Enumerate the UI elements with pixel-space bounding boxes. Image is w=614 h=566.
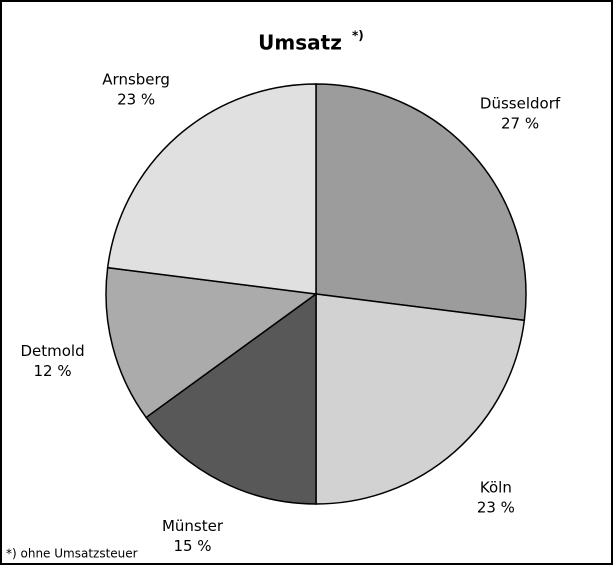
slice-label: Arnsberg xyxy=(102,70,170,88)
value-label: 23 % xyxy=(117,90,155,108)
value-label: 23 % xyxy=(477,499,515,517)
pie-slice xyxy=(315,293,526,505)
slice-label: Düsseldorf xyxy=(480,95,561,113)
value-label: 27 % xyxy=(501,115,539,133)
slice-label: Detmold xyxy=(20,342,84,360)
pie-slice xyxy=(106,83,317,295)
value-label: 15 % xyxy=(173,537,211,555)
pie-slice xyxy=(315,83,527,322)
title-marker: *) xyxy=(352,29,364,43)
footnote: *) ohne Umsatzsteuer xyxy=(6,547,138,561)
slice-label: Köln xyxy=(480,479,512,497)
pie-slice xyxy=(105,266,318,419)
value-label: 12 % xyxy=(33,362,71,380)
slice-label: Münster xyxy=(162,517,224,535)
chart-title: Umsatz xyxy=(258,31,342,55)
pie-slice xyxy=(145,292,317,505)
